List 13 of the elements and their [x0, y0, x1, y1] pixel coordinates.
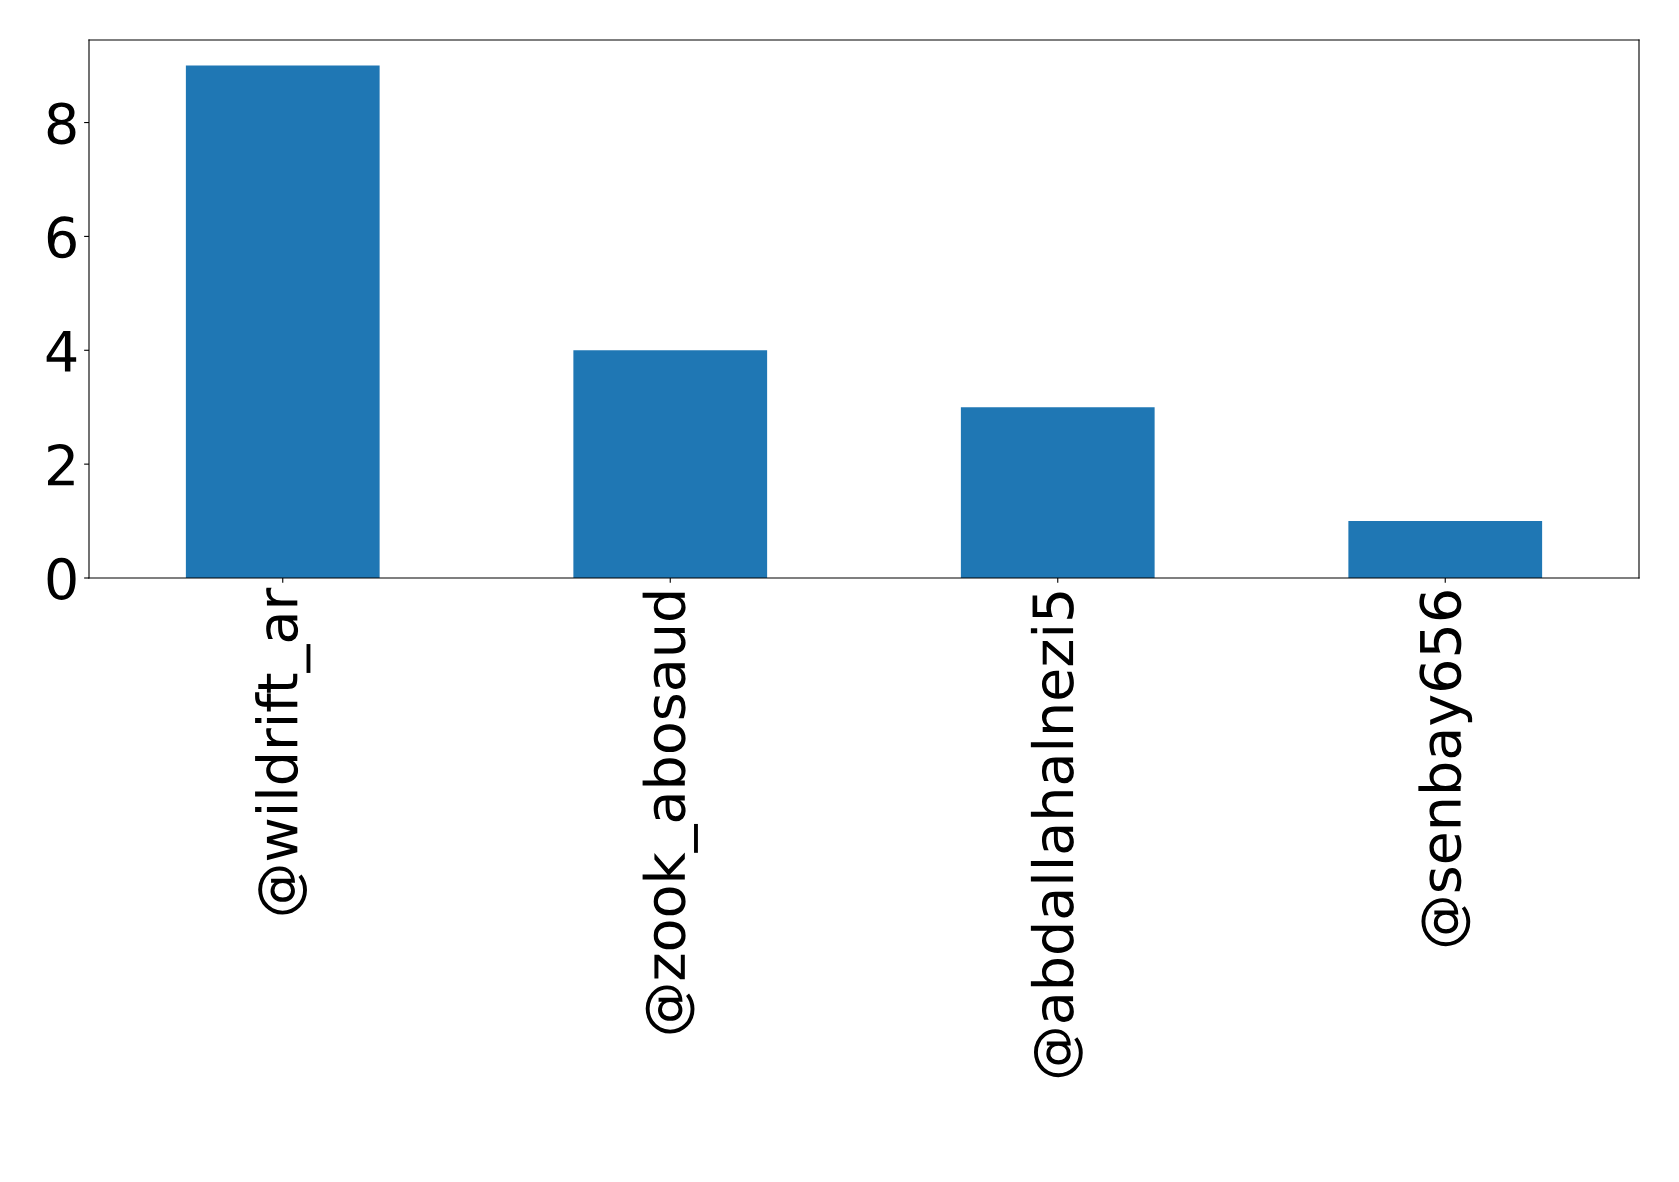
y-tick-label: 6	[47, 216, 76, 259]
y-tick-label: 8	[47, 102, 76, 145]
y-tick-label: 2	[48, 444, 74, 486]
bar	[1348, 521, 1543, 578]
x-tick-label: @wildrift_ar	[255, 587, 311, 915]
bar	[960, 407, 1155, 578]
y-tick-label: 4	[46, 330, 77, 372]
y-tick-label: 0	[47, 557, 76, 600]
x-tick-label: @senbay656	[1418, 591, 1473, 947]
bar	[573, 350, 768, 578]
x-tick-label: @abdallahalnezi5	[1030, 592, 1083, 1078]
x-tick-label: @zook_abosaud	[642, 592, 698, 1034]
bar	[185, 65, 380, 578]
